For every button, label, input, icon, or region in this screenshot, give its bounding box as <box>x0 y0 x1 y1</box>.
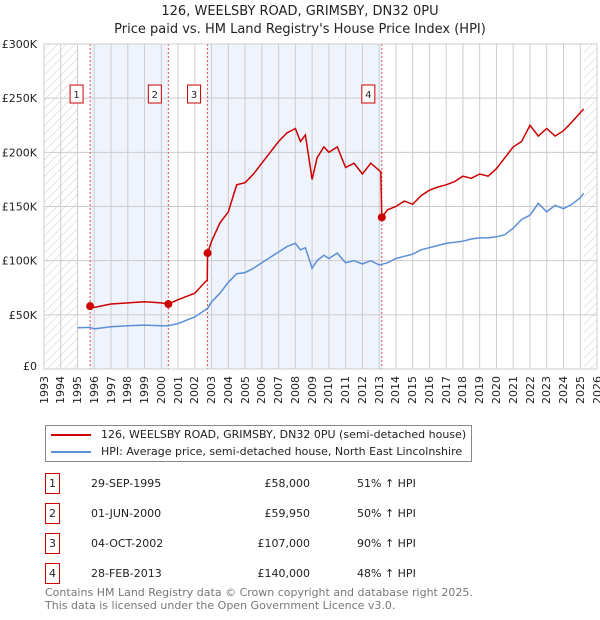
x-tick-label: 2015 <box>406 376 420 404</box>
x-tick-label: 2025 <box>573 376 587 404</box>
x-tick-label: 1999 <box>138 376 151 404</box>
legend-label: 126, WEELSBY ROAD, GRIMSBY, DN32 0PU (se… <box>101 428 467 441</box>
x-tick-label: 2003 <box>205 376 219 404</box>
plot-border <box>43 43 598 370</box>
legend-swatch-blue <box>51 451 91 453</box>
x-tick-label: 1998 <box>121 376 135 404</box>
x-tick-label: 2010 <box>322 376 336 404</box>
sale-marker-box <box>147 84 162 104</box>
sale-hpi-change: 51% ↑ HPI <box>357 477 416 490</box>
footer: Contains HM Land Registry data © Crown c… <box>45 586 473 612</box>
sale-marker-number: 4 <box>365 90 371 101</box>
y-tick-label: £100K <box>2 255 38 268</box>
sale-marker-label: 1 <box>45 473 60 494</box>
legend: 126, WEELSBY ROAD, GRIMSBY, DN32 0PU (se… <box>45 425 472 462</box>
x-tick-label: 2012 <box>355 376 369 404</box>
sale-point <box>164 300 173 309</box>
sale-marker-box <box>361 84 376 104</box>
x-tick-label: 2021 <box>506 376 520 404</box>
sale-price: £140,000 <box>257 567 311 580</box>
x-tick-label: 2013 <box>372 376 386 404</box>
sale-date: 28-FEB-2013 <box>91 567 162 580</box>
x-tick-label: 2000 <box>154 376 168 404</box>
x-tick-label: 1995 <box>71 376 84 404</box>
x-tick-label: 2018 <box>456 376 470 404</box>
x-tick-label: 2001 <box>171 376 185 404</box>
x-tick-label: 2014 <box>389 376 403 404</box>
sale-point <box>377 213 386 222</box>
x-tick-label: 2019 <box>473 376 487 404</box>
table-row: 2 01-JUN-2000 £59,950 50% ↑ HPI <box>45 503 445 524</box>
sale-price: £58,000 <box>264 477 311 490</box>
x-tick-label: 1996 <box>87 376 101 404</box>
sale-price: £107,000 <box>257 537 311 550</box>
legend-item-hpi: HPI: Average price, semi-detached house,… <box>46 444 462 460</box>
series-line <box>89 108 585 309</box>
x-tick-label: 2023 <box>540 376 554 404</box>
sale-marker-label: 3 <box>45 533 60 554</box>
y-tick-label: £50K <box>9 309 38 322</box>
x-tick-label: 2016 <box>422 376 436 404</box>
table-row: 3 04-OCT-2002 £107,000 90% ↑ HPI <box>45 533 445 554</box>
sale-marker-label: 2 <box>45 503 60 524</box>
y-tick-label: £200K <box>2 146 38 159</box>
x-tick-label: 2026 <box>590 376 600 404</box>
sale-hpi-change: 90% ↑ HPI <box>357 537 416 550</box>
legend-label: HPI: Average price, semi-detached house,… <box>101 445 463 458</box>
sale-point <box>203 249 212 258</box>
sale-marker-number: 3 <box>191 90 197 101</box>
footer-line: This data is licensed under the Open Gov… <box>45 599 396 612</box>
x-tick-label: 1994 <box>54 376 68 404</box>
x-tick-label: 2005 <box>238 376 252 404</box>
sale-marker-number: 1 <box>73 90 79 101</box>
sale-price: £59,950 <box>264 507 311 520</box>
x-tick-label: 1993 <box>37 376 51 404</box>
chart-subtitle: Price paid vs. HM Land Registry's House … <box>114 22 486 37</box>
sale-hpi-change: 48% ↑ HPI <box>357 567 416 580</box>
sale-marker-box <box>187 84 202 104</box>
y-tick-label: £250K <box>2 92 38 105</box>
x-tick-label: 2020 <box>490 376 503 404</box>
sale-hpi-change: 50% ↑ HPI <box>357 507 416 520</box>
chart-title: 126, WEELSBY ROAD, GRIMSBY, DN32 0PU <box>161 4 439 19</box>
legend-item-property: 126, WEELSBY ROAD, GRIMSBY, DN32 0PU (se… <box>46 427 466 443</box>
sale-marker-label: 4 <box>45 563 60 584</box>
x-tick-label: 2009 <box>305 376 319 404</box>
series-line <box>77 193 585 330</box>
table-row: 1 29-SEP-1995 £58,000 51% ↑ HPI <box>45 473 445 494</box>
legend-swatch-red <box>51 434 91 436</box>
x-tick-label: 2004 <box>221 376 235 404</box>
x-tick-label: 2008 <box>288 376 302 404</box>
y-tick-label: £150K <box>2 201 38 214</box>
x-tick-label: 2022 <box>523 376 537 404</box>
y-tick-label: £300K <box>2 38 38 51</box>
price-chart: £0 £50K £100K £150K £200K £250K £300K 1 2 3 4 <box>2 38 598 372</box>
x-tick-label: 2024 <box>557 376 570 404</box>
sale-marker-box <box>69 84 84 104</box>
x-tick-label: 2002 <box>188 376 202 404</box>
y-tick-label: £0 <box>23 360 37 372</box>
sale-date: 29-SEP-1995 <box>91 477 162 490</box>
table-row: 4 28-FEB-2013 £140,000 48% ↑ HPI <box>45 563 445 584</box>
sale-point <box>86 302 95 311</box>
footer-line: Contains HM Land Registry data © Crown c… <box>45 586 473 599</box>
sale-date: 01-JUN-2000 <box>91 507 162 520</box>
x-tick-label: 1997 <box>104 376 118 404</box>
x-tick-label: 2007 <box>272 376 286 404</box>
x-tick-label: 2017 <box>439 376 453 404</box>
sale-marker-number: 2 <box>152 90 158 101</box>
x-tick-label: 2006 <box>255 376 269 404</box>
sale-date: 04-OCT-2002 <box>91 537 164 550</box>
x-tick-label: 2011 <box>339 376 353 404</box>
